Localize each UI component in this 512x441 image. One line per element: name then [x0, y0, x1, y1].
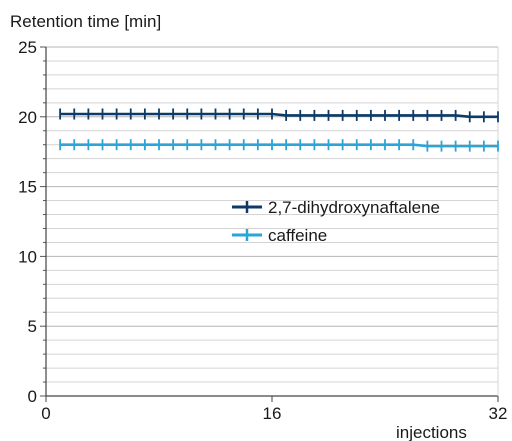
series-layer	[59, 108, 499, 152]
x-tick-label: 0	[41, 404, 50, 423]
y-tick-label: 10	[18, 247, 37, 266]
series-line	[60, 143, 498, 148]
series-line	[60, 112, 498, 119]
series-1	[59, 139, 499, 152]
y-tick-label: 15	[18, 178, 37, 197]
legend-label-dihydroxynaftalene: 2,7-dihydroxynaftalene	[268, 198, 440, 217]
y-axis-label: Retention time [min]	[10, 12, 161, 31]
axes	[40, 46, 499, 402]
legend-item-caffeine: caffeine	[232, 226, 327, 245]
y-tick-label: 20	[18, 108, 37, 127]
legend-item-dihydroxynaftalene: 2,7-dihydroxynaftalene	[232, 198, 440, 217]
y-tick-label: 25	[18, 38, 37, 57]
y-tick-label: 5	[28, 317, 37, 336]
legend-label-caffeine: caffeine	[268, 226, 327, 245]
x-axis-label: injections	[396, 423, 467, 441]
y-tick-label: 0	[28, 387, 37, 406]
legend: 2,7-dihydroxynaftalene caffeine	[232, 198, 440, 245]
tick-labels: 0 5 10 15 20 25 0 16 32	[18, 38, 507, 423]
series-0	[59, 108, 499, 123]
x-tick-label: 32	[489, 404, 508, 423]
x-tick-label: 16	[263, 404, 282, 423]
